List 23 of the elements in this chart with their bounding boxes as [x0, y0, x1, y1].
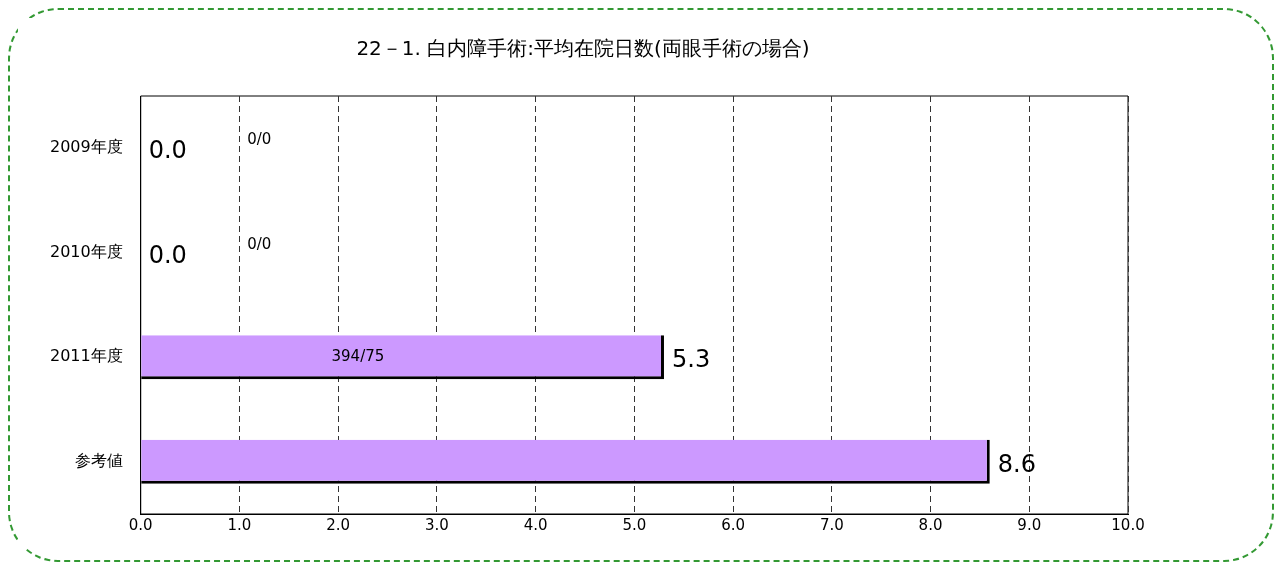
x-tick-label: 7.0	[819, 515, 844, 534]
x-tick-label: 6.0	[721, 515, 746, 534]
x-tick-label: 2.0	[326, 515, 351, 534]
annotation: 394/75	[331, 347, 385, 366]
x-tick-label: 9.0	[1017, 515, 1042, 534]
chart-title: 22－1. 白内障手術:平均在院日数(両眼手術の場合)	[356, 36, 810, 61]
data-label: 5.3	[671, 345, 711, 374]
x-tick-label: 3.0	[424, 515, 449, 534]
data-label: 0.0	[148, 240, 187, 269]
annotation: 0/0	[247, 130, 272, 149]
y-tick-label: 2011年度	[50, 346, 123, 366]
x-tick-label: 4.0	[523, 515, 548, 534]
x-tick-label: 1.0	[227, 515, 252, 534]
x-tick-label: 0.0	[128, 515, 153, 534]
x-tick-label: 5.0	[622, 515, 647, 534]
x-tick-label: 8.0	[918, 515, 943, 534]
y-tick-label: 2010年度	[50, 241, 123, 261]
x-tick-label: 10.0	[1111, 515, 1145, 534]
annotation: 0/0	[247, 234, 272, 253]
y-tick-label: 参考値	[74, 450, 123, 470]
data-label: 0.0	[148, 136, 187, 165]
y-tick-label: 2009年度	[50, 137, 123, 157]
data-label: 8.6	[997, 449, 1036, 478]
